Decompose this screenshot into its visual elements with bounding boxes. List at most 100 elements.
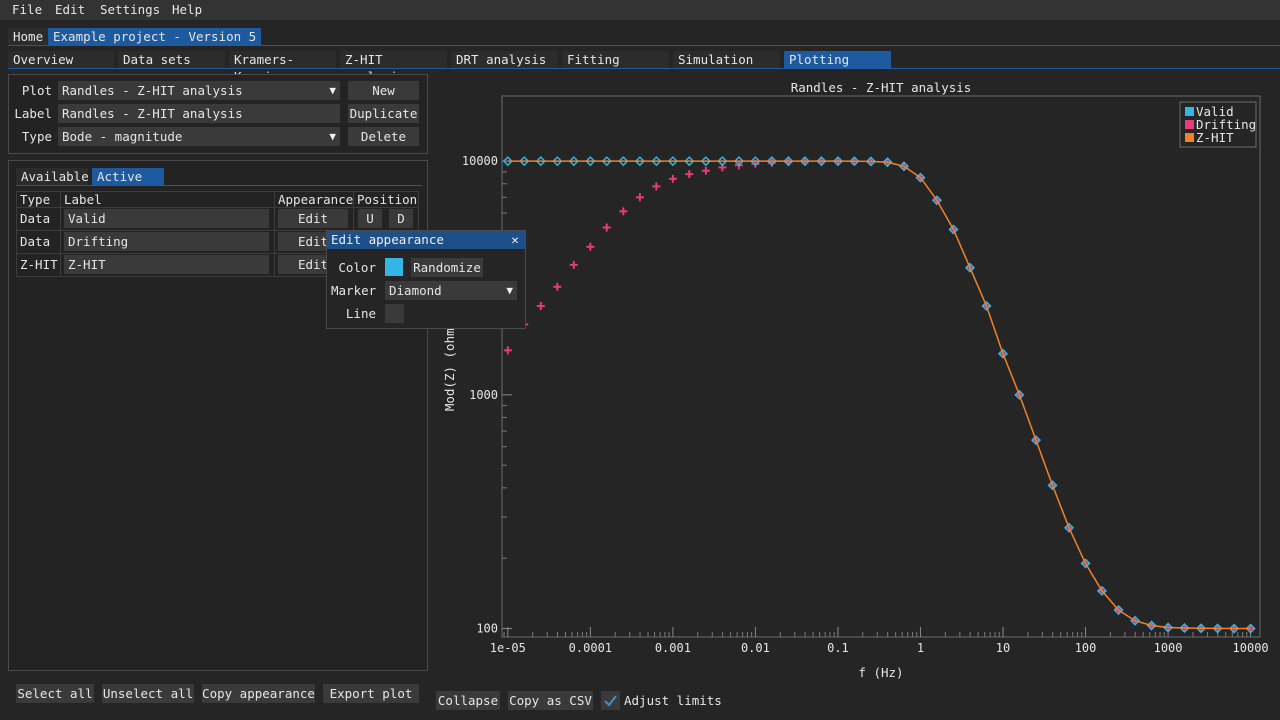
marker-select-value: Diamond bbox=[389, 283, 442, 298]
color-swatch[interactable] bbox=[385, 258, 403, 276]
row-type: Z-HIT bbox=[20, 257, 58, 272]
valid-point bbox=[667, 156, 678, 167]
y-tick-label: 100 bbox=[476, 622, 498, 636]
valid-point bbox=[618, 156, 629, 167]
row-label-input[interactable]: Drifting bbox=[64, 232, 269, 251]
valid-point bbox=[519, 156, 530, 167]
valid-point bbox=[1195, 623, 1207, 634]
project-tab-separator bbox=[8, 45, 1280, 46]
menu-help[interactable]: Help bbox=[172, 2, 203, 17]
valid-point bbox=[733, 156, 744, 167]
tab-drt-analysis[interactable]: DRT analysis bbox=[451, 51, 558, 68]
row-label-input[interactable]: Valid bbox=[64, 209, 269, 228]
legend[interactable]: Valid Drifting Z-HIT bbox=[1179, 101, 1257, 148]
valid-point bbox=[1014, 389, 1025, 400]
tab-simulation[interactable]: Simulation bbox=[673, 51, 780, 68]
valid-point bbox=[585, 156, 596, 167]
valid-point bbox=[1047, 480, 1058, 491]
legend-swatch-zhit bbox=[1185, 133, 1194, 142]
tab-fitting[interactable]: Fitting bbox=[562, 51, 669, 68]
x-tick-label: 1000 bbox=[1154, 641, 1183, 655]
y-tick-label: 1000 bbox=[469, 388, 498, 402]
tab-kramers-kronig[interactable]: Kramers-Kronig bbox=[229, 51, 336, 84]
duplicate-plot-button[interactable]: Duplicate bbox=[348, 104, 419, 123]
randomize-button[interactable]: Randomize bbox=[411, 258, 483, 277]
drifting-point bbox=[569, 260, 578, 269]
unselect-all-button[interactable]: Unselect all bbox=[102, 684, 194, 703]
label-label: Label bbox=[14, 106, 52, 121]
valid-point bbox=[552, 156, 563, 167]
valid-point bbox=[799, 156, 810, 167]
copy-appearance-button[interactable]: Copy appearance bbox=[202, 684, 315, 703]
new-plot-button[interactable]: New bbox=[348, 81, 419, 100]
export-plot-button[interactable]: Export plot bbox=[323, 684, 419, 703]
valid-point bbox=[750, 156, 761, 167]
header-type: Type bbox=[20, 192, 51, 207]
y-axis-label: Mod(Z) (ohm) bbox=[442, 321, 457, 411]
valid-point bbox=[1212, 623, 1223, 634]
valid-point bbox=[997, 348, 1009, 359]
color-label: Color bbox=[338, 260, 376, 275]
valid-point bbox=[783, 156, 794, 167]
tab-active[interactable]: Active bbox=[92, 168, 164, 185]
tab-available[interactable]: Available bbox=[16, 168, 89, 185]
series-tab-separator bbox=[16, 185, 422, 186]
delete-plot-button[interactable]: Delete bbox=[348, 127, 419, 146]
valid-point bbox=[931, 195, 942, 206]
legend-valid[interactable]: Valid bbox=[1196, 104, 1234, 119]
x-tick-label: 10000 bbox=[1233, 641, 1269, 655]
x-axis-label: f (Hz) bbox=[858, 665, 903, 680]
legend-drifting[interactable]: Drifting bbox=[1196, 117, 1256, 132]
valid-point bbox=[882, 157, 893, 168]
menu-edit[interactable]: Edit bbox=[55, 2, 86, 17]
line-checkbox[interactable] bbox=[385, 304, 404, 323]
edit-appearance-popup: Edit appearance ✕ Color Randomize Marker… bbox=[326, 230, 526, 329]
row-label-input[interactable]: Z-HIT bbox=[64, 255, 269, 274]
legend-zhit[interactable]: Z-HIT bbox=[1196, 130, 1234, 145]
header-label: Label bbox=[64, 192, 102, 207]
plot-label-input[interactable]: Randles - Z-HIT analysis bbox=[58, 104, 340, 123]
x-tick-label: 0.1 bbox=[827, 641, 849, 655]
tab-plotting[interactable]: Plotting bbox=[784, 51, 891, 68]
drifting-point bbox=[652, 182, 661, 191]
valid-point bbox=[865, 156, 876, 167]
select-all-button[interactable]: Select all bbox=[16, 684, 94, 703]
zhit-line bbox=[507, 160, 1251, 630]
tab-data-sets[interactable]: Data sets bbox=[118, 51, 225, 68]
tab-project[interactable]: Example project - Version 5 bbox=[48, 28, 262, 45]
marker-select[interactable]: Diamond ▼ bbox=[385, 281, 517, 300]
series-table: Type Label Appearance Position Data Vali… bbox=[16, 191, 419, 277]
move-down-button[interactable]: D bbox=[389, 209, 413, 228]
plot-type-value: Bode - magnitude bbox=[62, 129, 183, 144]
plot-type-select[interactable]: Bode - magnitude ▼ bbox=[58, 127, 340, 146]
valid-point bbox=[1063, 522, 1075, 533]
menu-settings[interactable]: Settings bbox=[100, 2, 161, 17]
bode-plot[interactable]: Randles - Z-HIT analysis f (Hz) Mod(Z) (… bbox=[430, 74, 1280, 684]
marker-label: Marker bbox=[331, 283, 377, 298]
popup-title-bar[interactable]: Edit appearance bbox=[327, 231, 525, 249]
plot-frame bbox=[501, 95, 1261, 638]
copy-as-csv-button[interactable]: Copy as CSV bbox=[508, 691, 593, 710]
y-tick-label: 10000 bbox=[462, 154, 498, 168]
x-tick-label: 1e-05 bbox=[490, 641, 526, 655]
line-label: Line bbox=[345, 306, 376, 321]
drifting-point bbox=[685, 170, 694, 179]
move-up-button[interactable]: U bbox=[358, 209, 382, 228]
tab-overview[interactable]: Overview bbox=[8, 51, 114, 68]
tab-zhit-analysis[interactable]: Z-HIT analysis bbox=[340, 51, 447, 84]
tab-home[interactable]: Home bbox=[8, 28, 49, 45]
valid-point bbox=[1179, 622, 1190, 634]
legend-swatch-valid bbox=[1185, 107, 1194, 116]
adjust-limits-checkbox[interactable] bbox=[601, 691, 620, 710]
x-tick-label: 1 bbox=[917, 641, 924, 655]
collapse-button[interactable]: Collapse bbox=[436, 691, 500, 710]
edit-appearance-button[interactable]: Edit bbox=[278, 209, 348, 228]
drifting-point bbox=[553, 282, 562, 291]
drifting-point bbox=[619, 207, 628, 216]
legend-swatch-drifting bbox=[1185, 120, 1194, 129]
plot-select[interactable]: Randles - Z-HIT analysis ▼ bbox=[58, 81, 340, 100]
drifting-point bbox=[635, 193, 644, 202]
menu-bar: File Edit Settings Help bbox=[0, 0, 1280, 20]
menu-file[interactable]: File bbox=[12, 2, 43, 17]
close-icon[interactable]: ✕ bbox=[511, 232, 519, 247]
